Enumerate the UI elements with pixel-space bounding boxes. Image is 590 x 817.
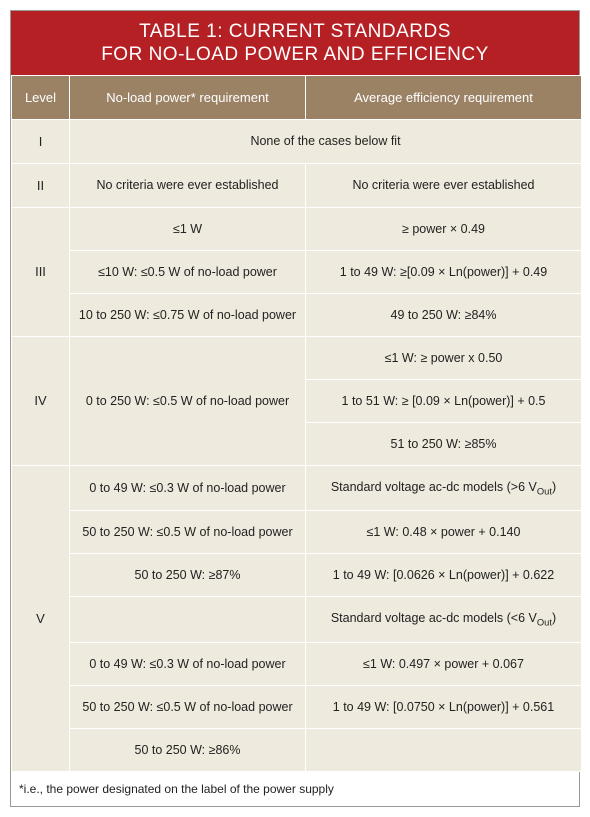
title-line-1: TABLE 1: CURRENT STANDARDS [139,21,451,42]
cell-noload [70,597,306,643]
cell-noload: 0 to 49 W: ≤0.3 W of no-load power [70,642,306,685]
cell-noload: 10 to 250 W: ≤0.75 W of no-load power [70,293,306,336]
level-cell: III [12,207,70,336]
cell-eff: Standard voltage ac-dc models (>6 VOut) [306,465,582,511]
row-level-v-5: 0 to 49 W: ≤0.3 W of no-load power ≤1 W:… [12,642,582,685]
cell-eff: 1 to 49 W: [0.0750 × Ln(power)] + 0.561 [306,685,582,728]
cell-eff: ≥ power × 0.49 [306,207,582,250]
row-level-iii-3: 10 to 250 W: ≤0.75 W of no-load power 49… [12,293,582,336]
level-cell: II [12,163,70,207]
row-level-iii-2: ≤10 W: ≤0.5 W of no-load power 1 to 49 W… [12,250,582,293]
standards-table: Level No-load power* requirement Average… [11,75,582,772]
row-level-iv-1: IV 0 to 250 W: ≤0.5 W of no-load power ≤… [12,336,582,379]
cell-noload: 50 to 250 W: ≥86% [70,728,306,771]
header-row: Level No-load power* requirement Average… [12,75,582,119]
row-i-content: None of the cases below fit [70,119,582,163]
cell-eff: 1 to 49 W: ≥[0.09 × Ln(power)] + 0.49 [306,250,582,293]
level-cell: IV [12,336,70,465]
cell-noload: 50 to 250 W: ≤0.5 W of no-load power [70,511,306,554]
header-noload: No-load power* requirement [70,75,306,119]
title-line-2: FOR NO-LOAD POWER AND EFFICIENCY [101,44,489,65]
cell-noload: 0 to 49 W: ≤0.3 W of no-load power [70,465,306,511]
row-level-v-6: 50 to 250 W: ≤0.5 W of no-load power 1 t… [12,685,582,728]
cell-eff: No criteria were ever established [306,163,582,207]
row-level-v-4: Standard voltage ac-dc models (<6 VOut) [12,597,582,643]
footnote: *i.e., the power designated on the label… [11,772,579,806]
cell-noload: 50 to 250 W: ≥87% [70,554,306,597]
cell-eff: 49 to 250 W: ≥84% [306,293,582,336]
row-level-iii-1: III ≤1 W ≥ power × 0.49 [12,207,582,250]
table-title: TABLE 1: CURRENT STANDARDS FOR NO-LOAD P… [11,11,579,75]
standards-table-container: TABLE 1: CURRENT STANDARDS FOR NO-LOAD P… [10,10,580,807]
cell-noload: 0 to 250 W: ≤0.5 W of no-load power [70,336,306,465]
cell-eff: 51 to 250 W: ≥85% [306,422,582,465]
row-level-v-3: 50 to 250 W: ≥87% 1 to 49 W: [0.0626 × L… [12,554,582,597]
row-level-v-1: V 0 to 49 W: ≤0.3 W of no-load power Sta… [12,465,582,511]
cell-noload: 50 to 250 W: ≤0.5 W of no-load power [70,685,306,728]
cell-noload: ≤1 W [70,207,306,250]
row-level-v-2: 50 to 250 W: ≤0.5 W of no-load power ≤1 … [12,511,582,554]
row-level-ii: II No criteria were ever established No … [12,163,582,207]
level-cell: I [12,119,70,163]
row-level-i: I None of the cases below fit [12,119,582,163]
cell-noload: No criteria were ever established [70,163,306,207]
cell-eff: 1 to 49 W: [0.0626 × Ln(power)] + 0.622 [306,554,582,597]
header-level: Level [12,75,70,119]
row-level-v-7: 50 to 250 W: ≥86% [12,728,582,771]
cell-noload: ≤10 W: ≤0.5 W of no-load power [70,250,306,293]
level-cell: V [12,465,70,771]
cell-eff [306,728,582,771]
cell-eff: ≤1 W: 0.48 × power + 0.140 [306,511,582,554]
cell-eff: ≤1 W: 0.497 × power + 0.067 [306,642,582,685]
header-efficiency: Average efficiency requirement [306,75,582,119]
cell-eff: Standard voltage ac-dc models (<6 VOut) [306,597,582,643]
cell-eff: ≤1 W: ≥ power x 0.50 [306,336,582,379]
cell-eff: 1 to 51 W: ≥ [0.09 × Ln(power)] + 0.5 [306,379,582,422]
